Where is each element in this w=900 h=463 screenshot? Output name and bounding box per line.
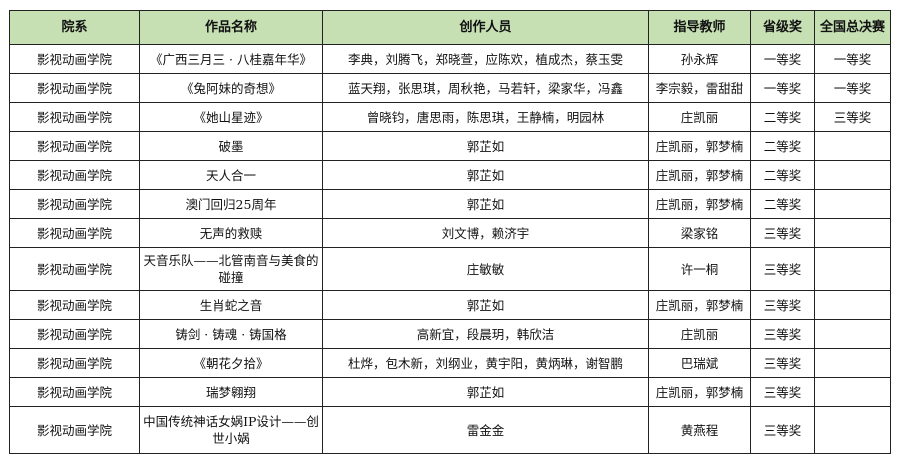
cell-work-title: 天人合一 bbox=[139, 160, 323, 190]
cell-creators: 高新宜，段晨玥，韩欣洁 bbox=[322, 319, 649, 349]
cell-provincial-award: 三等奖 bbox=[750, 319, 815, 349]
cell-advisor: 李宗毅，雷甜甜 bbox=[648, 73, 751, 103]
cell-national-award: 三等奖 bbox=[814, 102, 891, 132]
cell-work-title: 《广西三月三 · 八桂嘉年华》 bbox=[139, 44, 323, 74]
table-row: 影视动画学院 无声的救赎 刘文博，赖济宇 梁家铭 三等奖 bbox=[9, 218, 891, 248]
cell-provincial-award: 三等奖 bbox=[750, 290, 815, 320]
cell-department: 影视动画学院 bbox=[9, 102, 140, 132]
header-provincial-award: 省级奖 bbox=[750, 10, 815, 45]
header-national-award: 全国总决赛 bbox=[814, 10, 891, 45]
cell-provincial-award: 二等奖 bbox=[750, 189, 815, 219]
cell-work-title: 中国传统神话女娲IP设计——创世小娲 bbox=[139, 406, 323, 454]
cell-national-award bbox=[814, 348, 891, 378]
cell-work-title: 铸剑 · 铸魂 · 铸国格 bbox=[139, 319, 323, 349]
cell-department: 影视动画学院 bbox=[9, 44, 140, 74]
cell-department: 影视动画学院 bbox=[9, 189, 140, 219]
cell-provincial-award: 一等奖 bbox=[750, 44, 815, 74]
header-department: 院系 bbox=[9, 10, 140, 45]
cell-creators: 雷金金 bbox=[322, 406, 649, 454]
cell-creators: 刘文博，赖济宇 bbox=[322, 218, 649, 248]
cell-national-award bbox=[814, 406, 891, 454]
cell-department: 影视动画学院 bbox=[9, 348, 140, 378]
cell-department: 影视动画学院 bbox=[9, 319, 140, 349]
cell-department: 影视动画学院 bbox=[9, 218, 140, 248]
header-work-title: 作品名称 bbox=[139, 10, 323, 45]
cell-creators: 郭芷如 bbox=[322, 290, 649, 320]
cell-advisor: 庄凯丽，郭梦楠 bbox=[648, 131, 751, 161]
cell-national-award bbox=[814, 247, 891, 291]
cell-creators: 李典，刘腾飞，郑晓萱，应陈欢，植成杰，蔡玉雯 bbox=[322, 44, 649, 74]
cell-creators: 蓝天翔，张思琪，周秋艳，马若轩，梁家华，冯鑫 bbox=[322, 73, 649, 103]
cell-provincial-award: 三等奖 bbox=[750, 247, 815, 291]
cell-work-title: 无声的救赎 bbox=[139, 218, 323, 248]
cell-work-title: 《朝花夕拾》 bbox=[139, 348, 323, 378]
cell-department: 影视动画学院 bbox=[9, 160, 140, 190]
table-row: 影视动画学院 铸剑 · 铸魂 · 铸国格 高新宜，段晨玥，韩欣洁 庄凯丽 三等奖 bbox=[9, 319, 891, 349]
cell-creators: 杜烨，包木新，刘纲业，黄宇阳，黄炳琳，谢智鹏 bbox=[322, 348, 649, 378]
cell-advisor: 巴瑞斌 bbox=[648, 348, 751, 378]
cell-work-title: 《她山星迹》 bbox=[139, 102, 323, 132]
cell-national-award bbox=[814, 131, 891, 161]
cell-advisor: 孙永辉 bbox=[648, 44, 751, 74]
cell-provincial-award: 二等奖 bbox=[750, 102, 815, 132]
table-row: 影视动画学院 《兔阿妹的奇想》 蓝天翔，张思琪，周秋艳，马若轩，梁家华，冯鑫 李宗毅，… bbox=[9, 73, 891, 103]
table-row: 影视动画学院 破墨 郭芷如 庄凯丽，郭梦楠 二等奖 bbox=[9, 131, 891, 161]
cell-creators: 郭芷如 bbox=[322, 377, 649, 407]
table-row: 影视动画学院 瑞梦翱翔 郭芷如 庄凯丽，郭梦楠 三等奖 bbox=[9, 377, 891, 407]
cell-national-award: 一等奖 bbox=[814, 44, 891, 74]
cell-work-title: 破墨 bbox=[139, 131, 323, 161]
table-row: 影视动画学院 《广西三月三 · 八桂嘉年华》 李典，刘腾飞，郑晓萱，应陈欢，植成杰，… bbox=[9, 44, 891, 74]
cell-advisor: 庄凯丽 bbox=[648, 102, 751, 132]
table-row: 影视动画学院 中国传统神话女娲IP设计——创世小娲 雷金金 黄燕程 三等奖 bbox=[9, 406, 891, 454]
cell-work-title: 瑞梦翱翔 bbox=[139, 377, 323, 407]
cell-work-title: 《兔阿妹的奇想》 bbox=[139, 73, 323, 103]
awards-table: 院系 作品名称 创作人员 指导教师 省级奖 全国总决赛 影视动画学院 《广西三月三 · 八桂… bbox=[9, 10, 891, 454]
table-row: 影视动画学院 天音乐队——北管南音与美食的碰撞 庄敏敏 许一桐 三等奖 bbox=[9, 247, 891, 291]
cell-department: 影视动画学院 bbox=[9, 131, 140, 161]
cell-provincial-award: 一等奖 bbox=[750, 73, 815, 103]
cell-provincial-award: 二等奖 bbox=[750, 131, 815, 161]
header-advisor: 指导教师 bbox=[648, 10, 751, 45]
cell-department: 影视动画学院 bbox=[9, 247, 140, 291]
cell-national-award bbox=[814, 377, 891, 407]
cell-work-title: 澳门回归25周年 bbox=[139, 189, 323, 219]
cell-creators: 曾晓钧，唐思雨，陈思琪，王静楠，明园林 bbox=[322, 102, 649, 132]
cell-advisor: 庄凯丽，郭梦楠 bbox=[648, 189, 751, 219]
cell-provincial-award: 二等奖 bbox=[750, 160, 815, 190]
cell-department: 影视动画学院 bbox=[9, 290, 140, 320]
table-row: 影视动画学院 澳门回归25周年 郭芷如 庄凯丽，郭梦楠 二等奖 bbox=[9, 189, 891, 219]
cell-creators: 郭芷如 bbox=[322, 160, 649, 190]
cell-provincial-award: 三等奖 bbox=[750, 218, 815, 248]
cell-provincial-award: 三等奖 bbox=[750, 406, 815, 454]
cell-national-award: 一等奖 bbox=[814, 73, 891, 103]
table-row: 影视动画学院 《她山星迹》 曾晓钧，唐思雨，陈思琪，王静楠，明园林 庄凯丽 二等奖 三等奖 bbox=[9, 102, 891, 132]
cell-advisor: 庄凯丽，郭梦楠 bbox=[648, 290, 751, 320]
cell-provincial-award: 三等奖 bbox=[750, 348, 815, 378]
cell-national-award bbox=[814, 160, 891, 190]
cell-creators: 郭芷如 bbox=[322, 131, 649, 161]
cell-advisor: 梁家铭 bbox=[648, 218, 751, 248]
table-row: 影视动画学院 天人合一 郭芷如 庄凯丽，郭梦楠 二等奖 bbox=[9, 160, 891, 190]
cell-national-award bbox=[814, 319, 891, 349]
cell-department: 影视动画学院 bbox=[9, 406, 140, 454]
cell-advisor: 庄凯丽 bbox=[648, 319, 751, 349]
header-creators: 创作人员 bbox=[322, 10, 649, 45]
cell-advisor: 黄燕程 bbox=[648, 406, 751, 454]
table-row: 影视动画学院 《朝花夕拾》 杜烨，包木新，刘纲业，黄宇阳，黄炳琳，谢智鹏 巴瑞斌 三等奖 bbox=[9, 348, 891, 378]
cell-creators: 郭芷如 bbox=[322, 189, 649, 219]
cell-advisor: 许一桐 bbox=[648, 247, 751, 291]
cell-national-award bbox=[814, 218, 891, 248]
cell-national-award bbox=[814, 189, 891, 219]
cell-creators: 庄敏敏 bbox=[322, 247, 649, 291]
cell-work-title: 天音乐队——北管南音与美食的碰撞 bbox=[139, 247, 323, 291]
table-row: 影视动画学院 生肖蛇之音 郭芷如 庄凯丽，郭梦楠 三等奖 bbox=[9, 290, 891, 320]
cell-advisor: 庄凯丽，郭梦楠 bbox=[648, 377, 751, 407]
cell-provincial-award: 三等奖 bbox=[750, 377, 815, 407]
cell-advisor: 庄凯丽，郭梦楠 bbox=[648, 160, 751, 190]
cell-department: 影视动画学院 bbox=[9, 73, 140, 103]
cell-department: 影视动画学院 bbox=[9, 377, 140, 407]
header-row: 院系 作品名称 创作人员 指导教师 省级奖 全国总决赛 bbox=[9, 10, 891, 45]
cell-work-title: 生肖蛇之音 bbox=[139, 290, 323, 320]
cell-national-award bbox=[814, 290, 891, 320]
